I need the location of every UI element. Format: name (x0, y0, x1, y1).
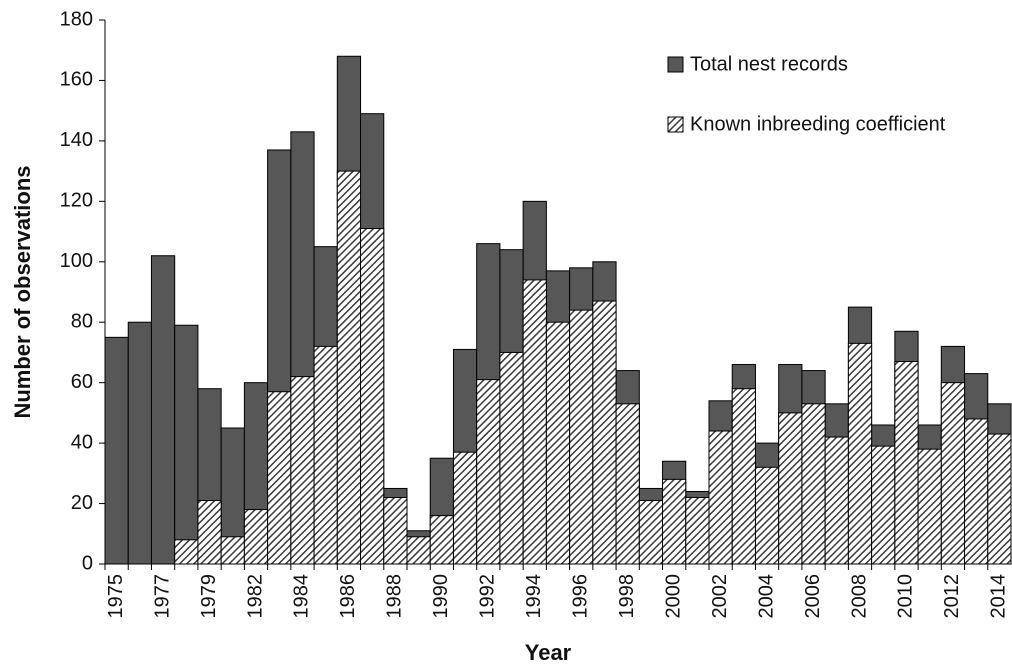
bar (778, 412, 803, 565)
bar (220, 536, 245, 565)
bar (708, 430, 733, 565)
bar (754, 466, 780, 565)
y-tick-label: 20 (71, 492, 93, 514)
x-tick-label: 1977 (151, 574, 173, 619)
x-axis-label: Year (525, 640, 572, 665)
bar (801, 403, 826, 565)
x-tick-label: 1996 (570, 574, 592, 619)
y-tick-label: 180 (60, 8, 93, 30)
bar (592, 300, 617, 565)
y-tick-label: 60 (71, 371, 93, 393)
bar (894, 361, 919, 565)
y-tick-label: 160 (60, 69, 93, 91)
x-tick-label: 1988 (384, 574, 406, 619)
bar (243, 509, 269, 565)
bar (313, 345, 338, 565)
bar (662, 478, 687, 565)
x-tick-label: 1975 (105, 574, 127, 619)
x-tick-label: 1986 (337, 574, 359, 619)
x-tick-label: 2010 (895, 574, 917, 619)
legend-swatch (667, 116, 684, 133)
bar (615, 403, 640, 565)
bar (429, 515, 454, 565)
bar (731, 388, 756, 565)
bar (499, 351, 524, 565)
y-tick-label: 40 (71, 431, 93, 453)
x-tick-label: 1982 (244, 574, 266, 619)
x-tick-label: 2008 (848, 574, 870, 619)
bar (174, 324, 199, 565)
x-tick-label: 1994 (523, 574, 545, 619)
bar (545, 321, 571, 565)
y-tick-label: 140 (60, 129, 93, 151)
bar (871, 445, 896, 565)
bar (197, 500, 222, 565)
y-tick-label: 80 (71, 311, 93, 333)
x-tick-label: 2000 (662, 574, 684, 619)
bar (522, 279, 547, 565)
legend-label: Total nest records (690, 53, 848, 75)
x-tick-label: 2014 (988, 574, 1010, 619)
y-tick-label: 100 (60, 250, 93, 272)
bar (104, 336, 129, 565)
legend-swatch (667, 56, 684, 73)
bar (569, 309, 594, 565)
bar (336, 170, 362, 565)
bar (847, 342, 873, 565)
bar (940, 382, 966, 565)
bar (267, 391, 292, 565)
bar (824, 436, 849, 565)
bar (406, 536, 431, 565)
x-tick-label: 1990 (430, 574, 452, 619)
x-tick-label: 2006 (802, 574, 824, 619)
bar (964, 418, 989, 565)
bar (685, 497, 710, 565)
x-tick-label: 1979 (198, 574, 220, 619)
bar (476, 379, 501, 565)
bar (638, 500, 664, 565)
y-axis-label: Number of observations (10, 165, 35, 418)
x-tick-label: 2004 (755, 574, 777, 619)
x-tick-label: 2002 (709, 574, 731, 619)
bar (987, 433, 1012, 565)
bar (174, 539, 199, 565)
bar (290, 376, 315, 565)
bar (452, 451, 478, 565)
bar (360, 228, 385, 565)
legend-label: Known inbreeding coefficient (690, 113, 946, 135)
x-tick-label: 1984 (291, 574, 313, 619)
x-tick-label: 2012 (941, 574, 963, 619)
bar (917, 448, 942, 565)
y-tick-label: 0 (82, 552, 93, 574)
bar (127, 321, 152, 565)
y-tick-label: 120 (60, 190, 93, 212)
x-tick-label: 1992 (477, 574, 499, 619)
bar (150, 255, 176, 565)
x-tick-label: 1998 (616, 574, 638, 619)
bar (383, 497, 408, 565)
